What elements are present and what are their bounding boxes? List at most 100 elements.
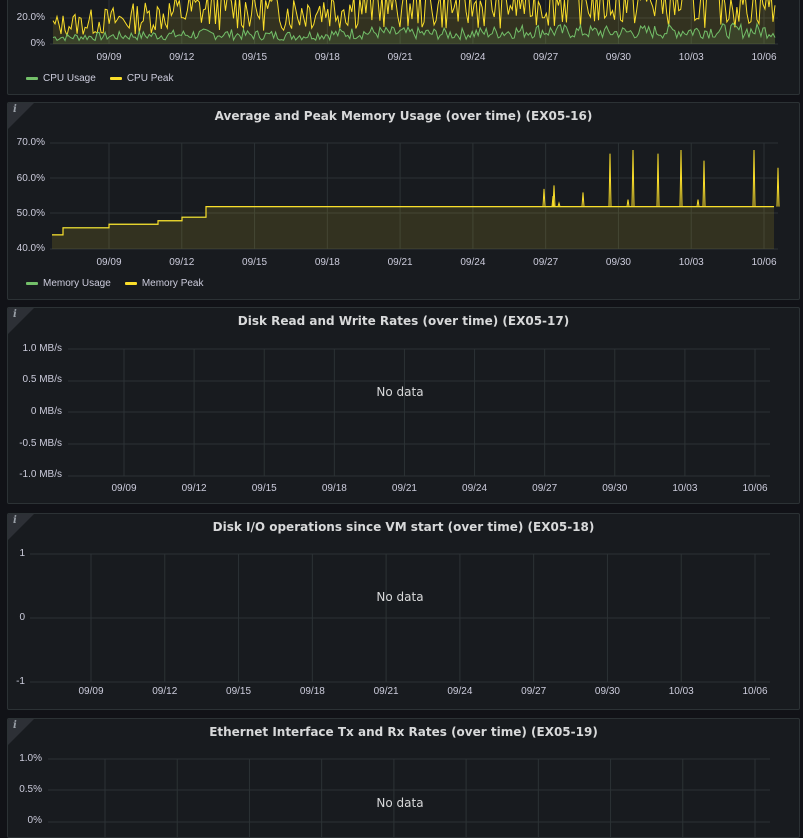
x-tick-label: 09/30 <box>594 686 620 697</box>
memory-peak-spike <box>776 167 780 207</box>
disk-io-panel: i Disk I/O operations since VM start (ov… <box>7 513 800 710</box>
legend-swatch <box>109 77 122 80</box>
legend-swatch <box>26 77 38 80</box>
memory-peak-spike <box>679 150 683 207</box>
y-tick-label: 60.0% <box>16 173 45 184</box>
memory-peak-line <box>52 206 774 236</box>
no-data-label: No data <box>376 796 424 810</box>
x-tick-label: 09/21 <box>387 257 413 268</box>
x-tick-label: 10/06 <box>742 483 768 494</box>
y-tick-label: 0% <box>27 815 42 826</box>
cpu-usage-line <box>52 22 776 42</box>
panel-title[interactable]: Disk I/O operations since VM start (over… <box>212 520 595 534</box>
legend-swatch <box>26 282 38 285</box>
disk-rw-panel: i Disk Read and Write Rates (over time) … <box>7 307 800 504</box>
memory-peak-spike <box>542 188 546 207</box>
legend-label: CPU Peak <box>126 73 174 84</box>
cpu-usage-panel: 20.0% 0% 09/09 09/12 09/15 09/18 09/21 09/24 0… <box>7 0 800 95</box>
x-tick-label: 09/12 <box>181 483 207 494</box>
memory-peak-spike <box>581 192 585 207</box>
x-tick-label: 09/21 <box>387 52 413 63</box>
panel-info-corner[interactable] <box>8 514 34 540</box>
y-tick-label: -1.0 MB/s <box>19 469 62 480</box>
cpu-legend: CPU Usage CPU Peak <box>26 73 174 84</box>
x-tick-label: 10/06 <box>751 52 777 63</box>
y-tick-label: 50.0% <box>16 208 45 219</box>
x-tick-label: 09/24 <box>447 686 473 697</box>
disk-io-chart <box>30 553 770 683</box>
x-tick-label: 09/30 <box>605 257 631 268</box>
x-tick-label: 09/15 <box>242 257 268 268</box>
x-tick-label: 09/15 <box>242 52 268 63</box>
panel-info-corner[interactable] <box>8 103 34 129</box>
panel-info-corner[interactable] <box>8 308 34 334</box>
legend-label: Memory Peak <box>141 278 204 289</box>
y-tick-label: -1 <box>16 676 25 687</box>
legend-swatch <box>124 282 137 285</box>
x-tick-label: 09/27 <box>521 686 547 697</box>
x-tick-label: 09/12 <box>169 257 195 268</box>
ethernet-chart <box>48 758 770 837</box>
memory-peak-spike <box>557 201 561 207</box>
y-tick-label: 1 <box>19 548 25 559</box>
y-tick-label: 1.0 MB/s <box>22 343 62 354</box>
y-tick-label: 1.0% <box>19 753 42 764</box>
x-tick-label: 09/27 <box>533 52 559 63</box>
legend-item-cpu-usage[interactable]: CPU Usage <box>26 73 96 84</box>
panel-title[interactable]: Disk Read and Write Rates (over time) (E… <box>237 314 570 328</box>
memory-peak-spike <box>631 150 635 207</box>
memory-legend: Memory Usage Memory Peak <box>26 278 204 289</box>
panel-title[interactable]: Average and Peak Memory Usage (over time… <box>214 109 593 123</box>
y-tick-label: 0 <box>19 612 25 623</box>
legend-item-memory-peak[interactable]: Memory Peak <box>124 278 204 289</box>
memory-peak-spike <box>626 199 630 207</box>
memory-peak-spike <box>608 153 612 207</box>
info-icon[interactable]: i <box>13 104 17 115</box>
x-tick-label: 09/18 <box>314 52 340 63</box>
x-tick-label: 10/06 <box>751 257 777 268</box>
x-tick-label: 09/27 <box>533 257 559 268</box>
x-tick-label: 09/12 <box>152 686 178 697</box>
x-tick-label: 10/03 <box>678 52 704 63</box>
x-tick-label: 09/18 <box>314 257 340 268</box>
x-tick-label: 09/09 <box>96 52 122 63</box>
disk-rw-chart <box>68 348 770 477</box>
memory-usage-area <box>52 206 774 249</box>
x-tick-label: 10/03 <box>678 257 704 268</box>
y-tick-label: 70.0% <box>16 137 45 148</box>
memory-peak-spike <box>551 195 555 207</box>
memory-peak-spike <box>752 150 756 207</box>
x-tick-label: 09/09 <box>111 483 137 494</box>
memory-usage-chart <box>50 142 780 250</box>
x-tick-label: 09/21 <box>373 686 399 697</box>
info-icon[interactable]: i <box>13 309 17 320</box>
x-tick-label: 09/24 <box>460 257 486 268</box>
info-icon[interactable]: i <box>13 720 17 731</box>
memory-usage-panel: i Average and Peak Memory Usage (over ti… <box>7 102 800 300</box>
x-tick-label: 09/30 <box>605 52 631 63</box>
y-tick-label: 0 MB/s <box>30 406 62 417</box>
cpu-usage-chart <box>50 0 778 45</box>
x-tick-label: 09/09 <box>78 686 104 697</box>
y-tick-label: 40.0% <box>16 243 45 254</box>
x-tick-label: 09/18 <box>299 686 325 697</box>
x-tick-label: 09/27 <box>532 483 558 494</box>
panel-info-corner[interactable] <box>8 719 34 745</box>
cpu-peak-area <box>53 0 775 44</box>
no-data-label: No data <box>376 385 424 399</box>
x-tick-label: 09/12 <box>169 52 195 63</box>
info-icon[interactable]: i <box>13 515 17 526</box>
x-tick-label: 09/15 <box>251 483 277 494</box>
legend-item-memory-usage[interactable]: Memory Usage <box>26 278 111 289</box>
ethernet-panel: i Ethernet Interface Tx and Rx Rates (ov… <box>7 718 800 838</box>
legend-item-cpu-peak[interactable]: CPU Peak <box>109 73 174 84</box>
y-tick-label: 20.0% <box>16 12 45 23</box>
x-tick-label: 09/24 <box>462 483 488 494</box>
x-tick-label: 10/06 <box>742 686 768 697</box>
y-tick-label: -0.5 MB/s <box>19 438 62 449</box>
x-tick-label: 09/18 <box>321 483 347 494</box>
panel-title[interactable]: Ethernet Interface Tx and Rx Rates (over… <box>209 725 598 739</box>
legend-label: CPU Usage <box>43 73 96 84</box>
legend-label: Memory Usage <box>43 278 111 289</box>
y-tick-label: 0.5 MB/s <box>22 374 62 385</box>
